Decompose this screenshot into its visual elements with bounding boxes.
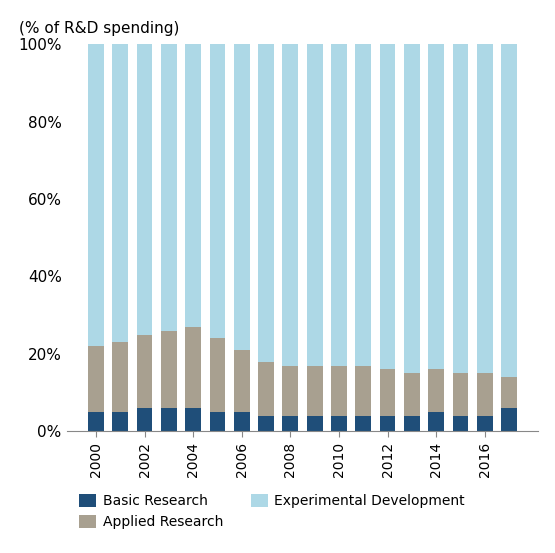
- Bar: [380, 416, 395, 431]
- Bar: [428, 369, 444, 412]
- Bar: [234, 412, 250, 431]
- Bar: [258, 362, 274, 416]
- Bar: [452, 44, 468, 373]
- Bar: [185, 408, 201, 431]
- Bar: [258, 416, 274, 431]
- Bar: [137, 335, 153, 408]
- Bar: [88, 44, 104, 346]
- Bar: [234, 44, 250, 350]
- Bar: [112, 342, 128, 412]
- Bar: [380, 369, 395, 416]
- Bar: [307, 416, 322, 431]
- Bar: [282, 366, 298, 416]
- Bar: [307, 44, 322, 366]
- Bar: [380, 44, 395, 369]
- Bar: [112, 412, 128, 431]
- Bar: [331, 44, 347, 366]
- Bar: [282, 44, 298, 366]
- Bar: [210, 44, 225, 338]
- Bar: [161, 44, 176, 331]
- Bar: [477, 373, 493, 416]
- Bar: [501, 377, 517, 408]
- Bar: [234, 350, 250, 412]
- Bar: [477, 44, 493, 373]
- Bar: [161, 408, 176, 431]
- Bar: [112, 44, 128, 342]
- Bar: [477, 416, 493, 431]
- Bar: [210, 338, 225, 412]
- Bar: [331, 416, 347, 431]
- Bar: [452, 416, 468, 431]
- Bar: [428, 44, 444, 369]
- Bar: [452, 373, 468, 416]
- Bar: [258, 44, 274, 362]
- Bar: [161, 331, 176, 408]
- Bar: [404, 416, 420, 431]
- Bar: [428, 412, 444, 431]
- Bar: [501, 408, 517, 431]
- Bar: [404, 44, 420, 373]
- Bar: [88, 412, 104, 431]
- Bar: [88, 346, 104, 412]
- Bar: [307, 366, 322, 416]
- Bar: [185, 327, 201, 408]
- Bar: [137, 408, 153, 431]
- Bar: [137, 44, 153, 335]
- Bar: [355, 416, 371, 431]
- Bar: [185, 44, 201, 327]
- Bar: [355, 366, 371, 416]
- Bar: [355, 44, 371, 366]
- Legend: Basic Research, Applied Research, Experimental Development: Basic Research, Applied Research, Experi…: [74, 489, 471, 535]
- Bar: [210, 412, 225, 431]
- Bar: [331, 366, 347, 416]
- Bar: [282, 416, 298, 431]
- Bar: [501, 44, 517, 377]
- Bar: [404, 373, 420, 416]
- Text: (% of R&D spending): (% of R&D spending): [19, 22, 180, 36]
